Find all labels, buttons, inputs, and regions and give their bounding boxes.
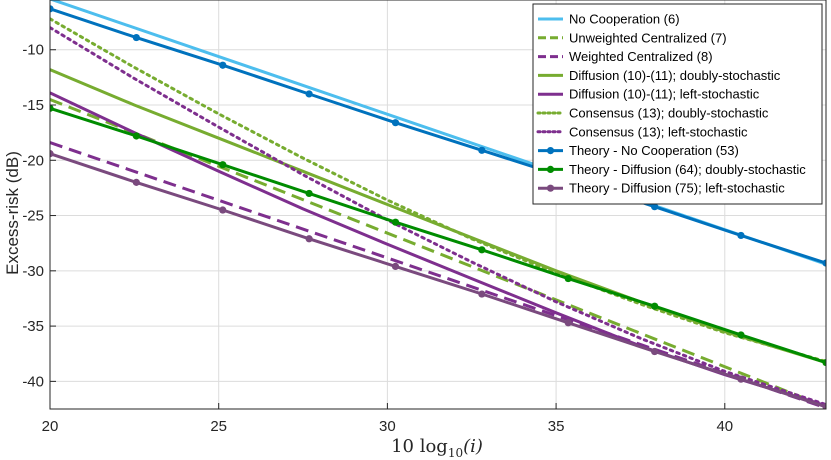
data-point (822, 403, 826, 409)
legend-label: Diffusion (10)-(11); doubly-stochastic (569, 68, 781, 83)
legend-entry: Diffusion (10)-(11); left-stochastic (538, 87, 760, 102)
x-axis-label-suffix: (i) (463, 436, 483, 457)
legend-label: No Cooperation (6) (569, 12, 680, 27)
legend: No Cooperation (6) Unweighted Centralized… (532, 3, 823, 205)
x-axis-label-prefix: 10 log (391, 436, 448, 457)
y-tick-label: -25 (22, 208, 44, 225)
data-point (478, 246, 486, 254)
series-layer (50, 0, 826, 409)
data-point (564, 274, 572, 283)
series-9 (50, 104, 826, 367)
x-axis-label: 10 log10(i) (391, 436, 483, 460)
data-point (651, 347, 659, 356)
data-point (219, 61, 227, 69)
legend-label: Weighted Centralized (8) (569, 49, 713, 64)
y-tick-label: -10 (22, 42, 44, 59)
legend-marker (546, 165, 555, 173)
data-point (391, 119, 400, 127)
y-axis-label: Excess-risk (dB) (3, 151, 22, 275)
legend-box (532, 3, 823, 205)
legend-label: Theory - Diffusion (64); doubly-stochast… (569, 162, 806, 177)
x-tick-label: 25 (210, 418, 227, 435)
legend-label: Theory - Diffusion (75); left-stochastic (569, 181, 785, 196)
series-line (50, 106, 826, 365)
legend-entry: Consensus (13); doubly-stochastic (536, 106, 769, 121)
series-line (50, 17, 826, 363)
series-6 (50, 17, 826, 363)
data-point (132, 132, 140, 140)
data-point (50, 150, 54, 158)
legend-entry: Diffusion (10)-(11); doubly-stochastic (538, 68, 781, 83)
y-tick-label: -30 (22, 263, 44, 280)
x-axis-label-subscript: 10 (448, 446, 463, 460)
series-10 (50, 150, 826, 409)
data-point (305, 235, 313, 243)
data-point (219, 206, 227, 214)
legend-label: Consensus (13); doubly-stochastic (569, 106, 769, 121)
legend-entry: Unweighted Centralized (7) (538, 30, 727, 45)
x-tick-label: 20 (42, 418, 59, 435)
data-point (822, 259, 826, 267)
legend-marker (546, 184, 555, 192)
y-tick-label: -15 (22, 97, 44, 114)
data-point (478, 290, 486, 298)
data-point (737, 231, 745, 240)
x-tick-label: 30 (379, 418, 396, 435)
data-point (391, 218, 400, 226)
legend-entry: Theory - Diffusion (64); doubly-stochast… (538, 162, 806, 177)
legend-entry: Theory - No Cooperation (53) (538, 143, 739, 158)
plot-frame (49, 0, 827, 410)
data-point (305, 90, 313, 98)
legend-label: Diffusion (10)-(11); left-stochastic (569, 87, 760, 102)
y-tick-label: -20 (22, 152, 44, 169)
series-line (50, 152, 826, 409)
y-tick-label: -35 (22, 318, 44, 335)
data-point (391, 262, 400, 271)
series-7 (50, 26, 826, 407)
data-point (219, 161, 227, 169)
ticks-layer: 20 25 30 35 40 -10 -15 -20 -25 -30 -35 -40 (22, 42, 733, 435)
series-line (50, 26, 826, 407)
legend-label: Theory - No Cooperation (53) (569, 143, 739, 158)
legend-entry: Consensus (13); left-stochastic (536, 124, 748, 139)
data-point (50, 5, 54, 13)
legend-label: Unweighted Centralized (7) (569, 30, 727, 45)
data-point (132, 33, 140, 42)
x-tick-label: 40 (716, 418, 733, 435)
x-tick-label: 35 (548, 418, 565, 435)
legend-entry: Theory - Diffusion (75); left-stochastic (538, 181, 785, 196)
data-point (564, 319, 572, 327)
legend-marker (546, 147, 555, 155)
data-point (651, 203, 659, 211)
data-point (737, 375, 745, 383)
y-tick-label: -40 (22, 373, 44, 390)
data-point (822, 358, 826, 367)
legend-entry: No Cooperation (6) (538, 12, 680, 27)
series-line (50, 7, 826, 265)
data-point (651, 302, 659, 310)
data-point (132, 178, 140, 186)
legend-entry: Weighted Centralized (8) (538, 49, 713, 64)
data-point (737, 331, 745, 339)
data-point (50, 104, 54, 112)
data-point (478, 146, 486, 154)
data-point (305, 189, 313, 198)
legend-label: Consensus (13); left-stochastic (569, 124, 748, 139)
